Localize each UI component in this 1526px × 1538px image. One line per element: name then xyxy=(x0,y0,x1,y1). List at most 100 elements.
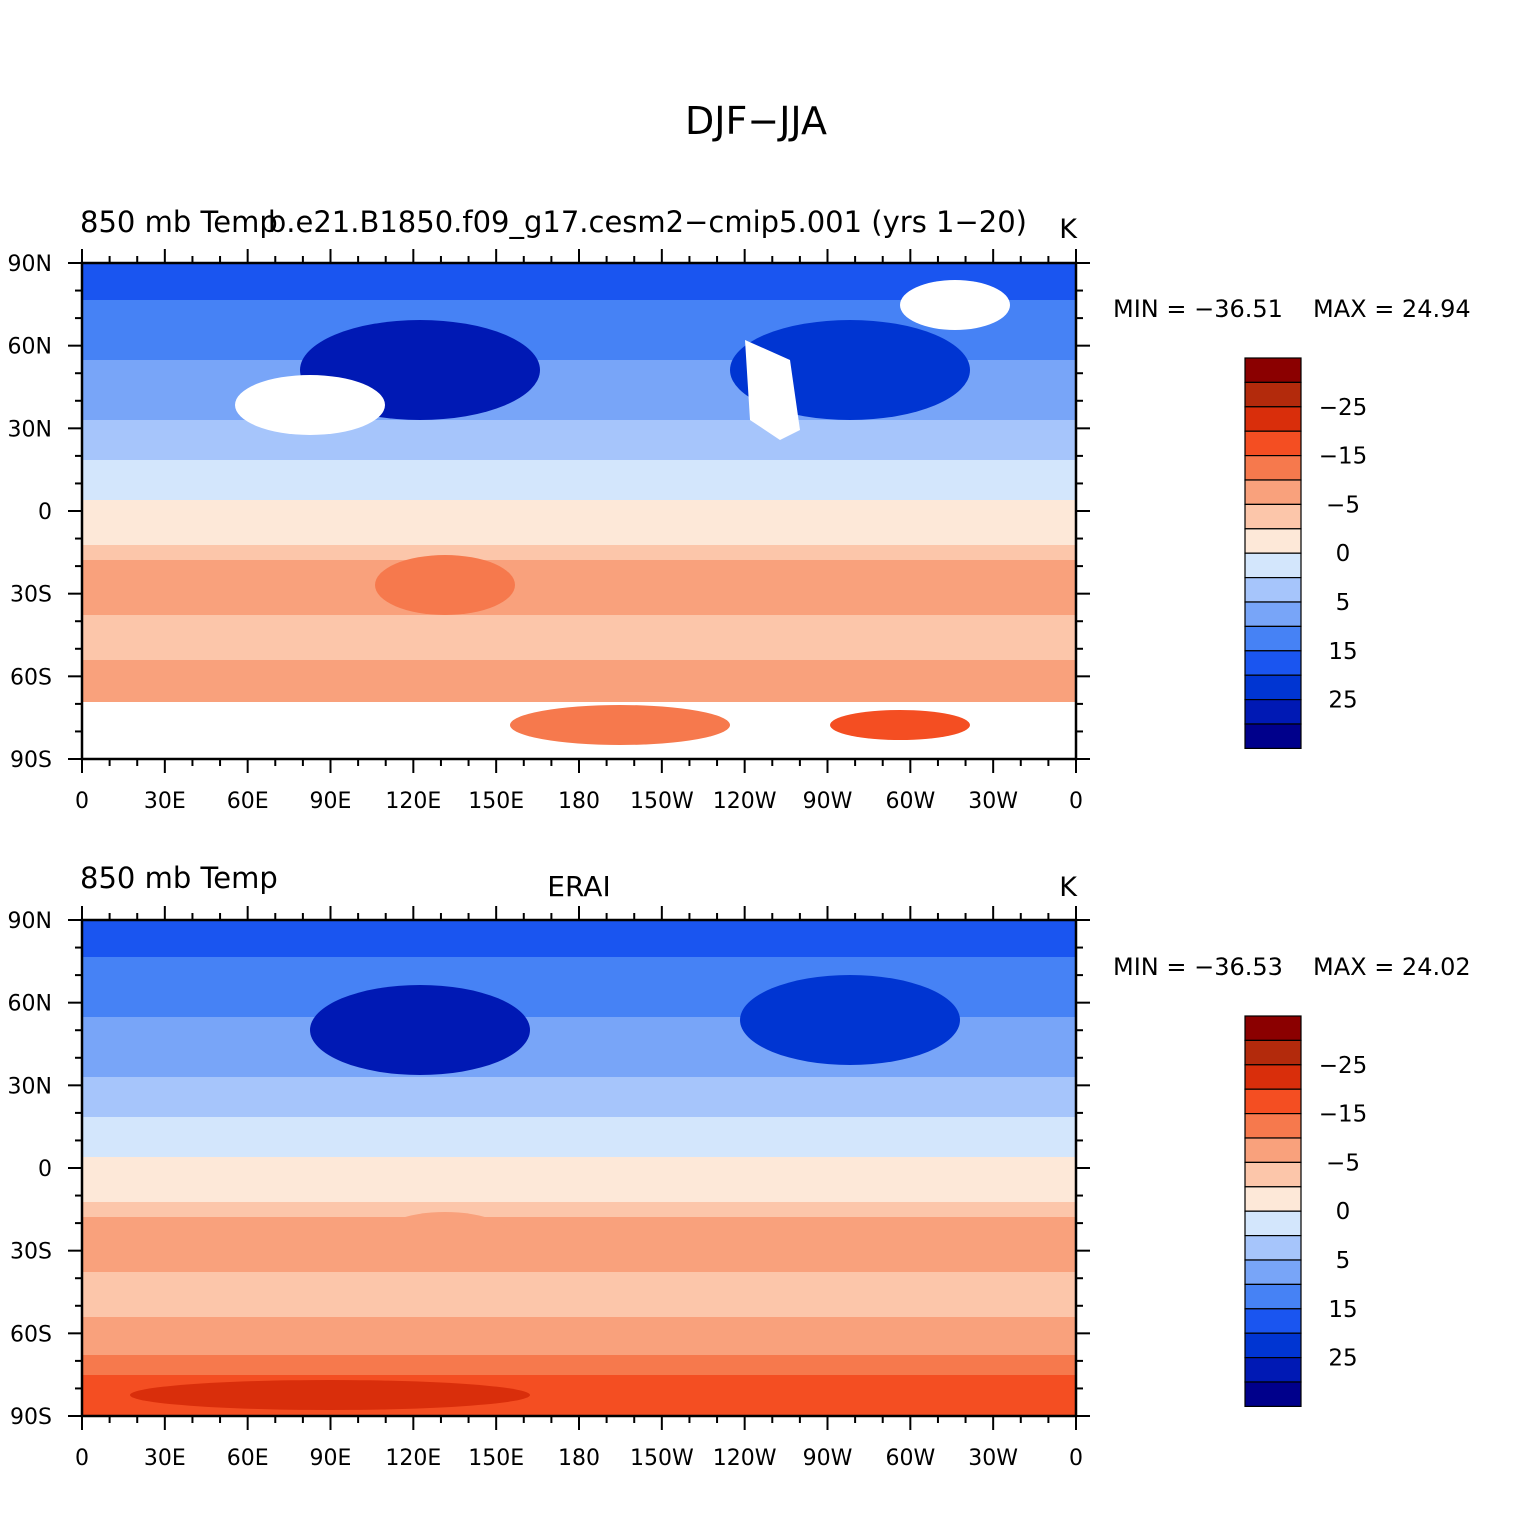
colorbar-label: −25 xyxy=(1319,1053,1368,1079)
field-australia-warm xyxy=(375,1212,515,1268)
colorbar-box xyxy=(1244,357,1302,383)
lon-tick-label: 90W xyxy=(803,789,853,814)
lat-tick-label: 0 xyxy=(38,500,52,525)
panel-erai-left-label: 850 mb Temp xyxy=(80,861,278,895)
figure-title: DJF−JJA xyxy=(685,99,827,143)
field-band-north-polar xyxy=(82,920,1076,960)
lon-tick-label: 60W xyxy=(885,789,935,814)
lon-tick-label: 90E xyxy=(310,789,352,814)
panel-model-min: MIN = −36.51 xyxy=(1113,295,1283,323)
colorbar-box xyxy=(1244,1137,1302,1163)
colorbar-box xyxy=(1244,1015,1302,1041)
panel-erai-title: ERAI xyxy=(547,870,610,903)
colorbar-box xyxy=(1244,1088,1302,1115)
lat-tick-label: 0 xyxy=(38,1157,52,1182)
lat-tick-label: 60S xyxy=(10,665,52,690)
colorbar-box xyxy=(1244,698,1302,725)
field-rockies-missing xyxy=(745,340,800,440)
field-asia-missing xyxy=(235,375,385,435)
field-antarctic-warm-1 xyxy=(510,705,730,745)
lon-tick-label: 150E xyxy=(468,789,524,814)
colorbar-label: −15 xyxy=(1319,444,1368,470)
colorbar-label: 15 xyxy=(1328,1297,1357,1323)
lon-tick-label: 120E xyxy=(385,1446,441,1471)
colorbar-box xyxy=(1244,674,1302,701)
field-band-southern-ocean xyxy=(82,660,1076,710)
lon-tick-label: 150W xyxy=(630,1446,694,1471)
lon-tick-label: 60W xyxy=(885,1446,935,1471)
lon-tick-label: 120W xyxy=(713,1446,777,1471)
panel-erai-max: MAX = 24.02 xyxy=(1313,953,1471,981)
field-band-tropic-north xyxy=(82,460,1076,500)
colorbar-box xyxy=(1244,1259,1302,1285)
colorbar-box xyxy=(1244,1161,1302,1188)
colorbar-box xyxy=(1244,650,1302,676)
lon-tick-label: 30W xyxy=(968,1446,1018,1471)
lat-tick-label: 90S xyxy=(10,1405,52,1430)
field-siberia-cold xyxy=(310,985,530,1075)
lon-tick-label: 0 xyxy=(75,1446,89,1471)
colorbar-box xyxy=(1244,625,1302,652)
lon-tick-label: 0 xyxy=(1069,1446,1083,1471)
panel-model: 850 mb Temp b.e21.B1850.f09_g17.cesm2−cm… xyxy=(8,205,1471,814)
panel-erai-field xyxy=(82,920,1076,1416)
colorbar-box xyxy=(1244,1210,1302,1237)
panel-erai-ticks: 0 30E 60E 90E 120E 150E 180 150W 120W 90W 60W 30W 09… xyxy=(8,906,1090,1471)
colorbar-box xyxy=(1244,1332,1302,1359)
lon-tick-label: 30E xyxy=(144,789,186,814)
colorbar-label: −25 xyxy=(1319,395,1368,421)
lon-tick-label: 30E xyxy=(144,1446,186,1471)
colorbar-box xyxy=(1244,723,1302,749)
field-band-tropic-north xyxy=(82,1117,1076,1157)
colorbar-label: 5 xyxy=(1336,1248,1351,1274)
lon-tick-label: 120E xyxy=(385,789,441,814)
lon-tick-label: 30W xyxy=(968,789,1018,814)
field-canada-cold xyxy=(740,975,960,1065)
lat-tick-label: 30N xyxy=(8,1074,52,1099)
lon-tick-label: 90W xyxy=(803,1446,853,1471)
field-band-south-mid xyxy=(82,1217,1076,1272)
field-antarctic-core xyxy=(130,1380,530,1410)
colorbar-box xyxy=(1244,1186,1302,1212)
field-band-southern-ocean xyxy=(82,1317,1076,1362)
lat-tick-label: 30S xyxy=(10,1240,52,1265)
colorbar-box xyxy=(1244,1064,1302,1090)
lon-tick-label: 90E xyxy=(310,1446,352,1471)
colorbar-label: −5 xyxy=(1326,492,1360,518)
colorbar-box xyxy=(1244,503,1302,530)
lon-tick-label: 120W xyxy=(713,789,777,814)
panel-model-left-label: 850 mb Temp xyxy=(80,205,278,239)
panel-erai: 850 mb Temp ERAI K 0 30E 60E 90E 120E 150E 180… xyxy=(8,861,1471,1471)
field-greenland-missing xyxy=(900,280,1010,330)
panel-model-title: b.e21.B1850.f09_g17.cesm2−cmip5.001 (yrs… xyxy=(268,205,1027,239)
colorbar-label: −5 xyxy=(1326,1150,1360,1176)
lon-tick-label: 150W xyxy=(630,789,694,814)
lon-tick-label: 60E xyxy=(227,789,269,814)
colorbar-box xyxy=(1244,1356,1302,1383)
colorbar-box xyxy=(1244,430,1302,457)
lat-tick-label: 90S xyxy=(10,748,52,773)
panel-model-max: MAX = 24.94 xyxy=(1313,295,1471,323)
field-band-south-high xyxy=(82,615,1076,660)
colorbar-box xyxy=(1244,479,1302,505)
colorbar-box xyxy=(1244,1283,1302,1310)
panel-erai-colorbar: −25 −15 −5 0 5 15 25 xyxy=(1244,1015,1368,1407)
field-australia-warm xyxy=(375,555,515,615)
lat-tick-label: 60N xyxy=(8,992,52,1017)
lat-tick-label: 30S xyxy=(10,583,52,608)
colorbar-box xyxy=(1244,1234,1302,1261)
panel-model-colorbar: −25 −15 −5 0 5 15 25 xyxy=(1244,357,1368,749)
colorbar-box xyxy=(1244,601,1302,627)
field-band-equator xyxy=(82,1157,1076,1202)
lon-tick-label: 0 xyxy=(1069,789,1083,814)
lat-tick-label: 30N xyxy=(8,417,52,442)
lon-tick-label: 60E xyxy=(227,1446,269,1471)
lat-tick-label: 60S xyxy=(10,1322,52,1347)
colorbar-label: 5 xyxy=(1336,590,1351,616)
panel-model-field xyxy=(82,263,1076,759)
panel-erai-min: MIN = −36.53 xyxy=(1113,953,1283,981)
field-antarctic-warm-2 xyxy=(830,710,970,740)
field-band-subtropic xyxy=(82,1077,1076,1117)
field-band-south-mid xyxy=(82,560,1076,615)
